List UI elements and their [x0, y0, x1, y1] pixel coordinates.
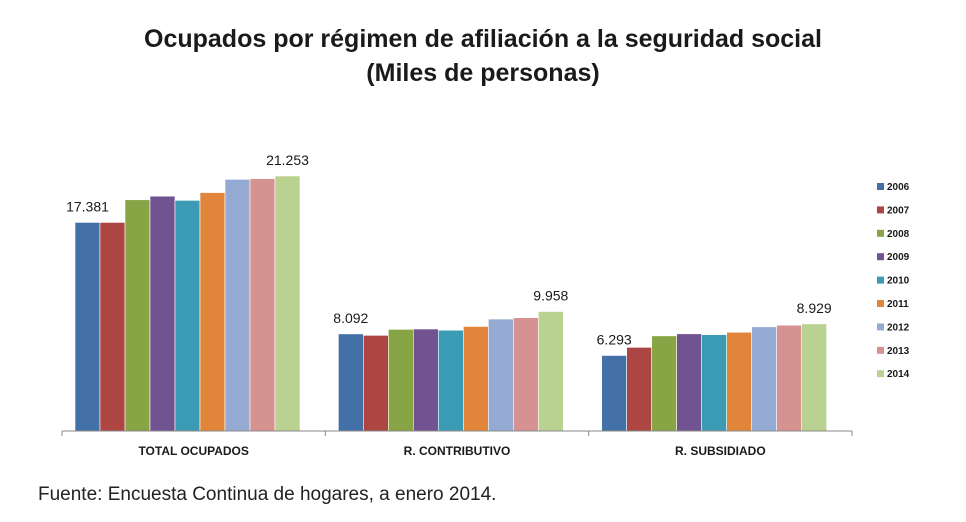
category-label: R. SUBSIDIADO — [675, 444, 766, 458]
x-axis-ticks — [61, 431, 853, 436]
bar-2007-2 — [363, 335, 389, 432]
bar-2014-2 — [538, 311, 564, 432]
category-labels: TOTAL OCUPADOS R. CONTRIBUTIVO R. SUBSIDIA… — [138, 444, 765, 458]
legend-label-2014: 2014 — [887, 369, 910, 380]
bar-2009-1 — [149, 195, 176, 432]
source-note: Fuente: Encuesta Continua de hogares, a … — [38, 484, 497, 505]
legend-swatch-2006 — [877, 183, 884, 190]
bar-2008-2 — [388, 329, 414, 432]
data-label: 8.092 — [333, 310, 368, 326]
category-label: R. CONTRIBUTIVO — [404, 444, 511, 458]
legend-swatch-2014 — [877, 370, 884, 378]
legend-label-2006: 2006 — [887, 182, 910, 193]
bar-2013-1 — [249, 178, 276, 432]
legend: 2006 2007 2008 2009 2010 2011 2012 2013 2014 — [877, 182, 910, 380]
chart-title: Ocupados por régimen de afiliación a la … — [0, 22, 966, 90]
bar-2010-1 — [174, 200, 201, 432]
legend-label-2009: 2009 — [887, 252, 910, 263]
chart-subtitle: (Miles de personas) — [366, 59, 600, 87]
bar-2007-3 — [626, 347, 652, 432]
bar-2006-2 — [338, 333, 364, 432]
data-label: 21.253 — [266, 152, 309, 168]
legend-swatch-2008 — [877, 229, 884, 237]
bar-2006-3 — [601, 355, 627, 432]
bar-2012-2 — [488, 318, 514, 432]
bar-2012-3 — [751, 326, 777, 432]
bars-layer — [74, 175, 827, 432]
bar-2008-1 — [124, 199, 151, 432]
bar-2010-3 — [701, 334, 727, 432]
data-label: 9.958 — [533, 288, 568, 304]
legend-swatch-2007 — [877, 206, 884, 214]
bar-2010-2 — [438, 329, 464, 432]
data-labels: 17.381 21.253 8.092 9.958 6.293 8.929 — [66, 152, 832, 348]
data-label: 17.381 — [66, 198, 109, 214]
bar-2011-2 — [463, 326, 489, 432]
legend-label-2010: 2010 — [887, 276, 910, 287]
category-label: TOTAL OCUPADOS — [138, 444, 248, 458]
data-label: 6.293 — [597, 331, 632, 347]
bar-2011-1 — [199, 192, 226, 432]
bar-2013-3 — [776, 324, 802, 432]
bar-2014-1 — [274, 175, 301, 432]
legend-label-2013: 2013 — [887, 346, 910, 357]
bar-2009-3 — [676, 333, 702, 432]
bar-2011-3 — [726, 331, 752, 432]
bar-2013-2 — [513, 317, 539, 432]
bar-2007-1 — [99, 222, 126, 432]
bar-2014-3 — [801, 323, 827, 432]
bar-2009-2 — [413, 328, 439, 432]
legend-label-2008: 2008 — [887, 229, 910, 240]
bar-2006-1 — [74, 222, 101, 432]
data-label: 8.929 — [797, 300, 832, 316]
legend-label-2007: 2007 — [887, 205, 910, 216]
legend-swatch-2011 — [877, 300, 884, 307]
legend-swatch-2009 — [877, 253, 884, 261]
legend-label-2012: 2012 — [887, 322, 910, 333]
bar-2012-1 — [224, 179, 251, 432]
chart-title-line1: Ocupados por régimen de afiliación a la … — [144, 25, 822, 53]
bar-2008-3 — [651, 335, 677, 432]
legend-swatch-2013 — [877, 346, 884, 354]
legend-label-2011: 2011 — [887, 299, 909, 310]
legend-swatch-2012 — [877, 323, 884, 331]
legend-swatch-2010 — [877, 276, 884, 284]
